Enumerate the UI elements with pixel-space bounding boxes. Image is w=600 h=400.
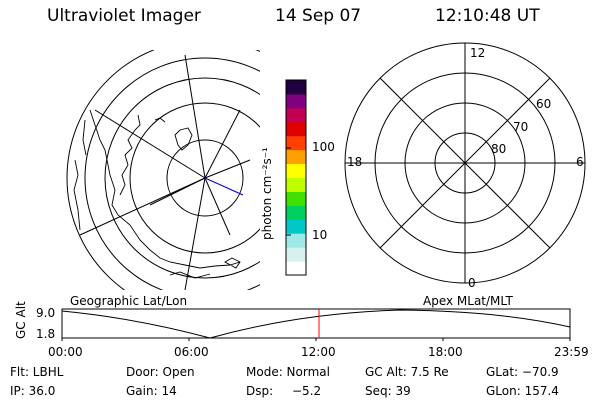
ip-status: IP: 36.0 xyxy=(10,384,56,398)
glon-status: GLon: 157.4 xyxy=(486,384,559,398)
meridian-line xyxy=(184,54,206,179)
gc-alt-status: GC Alt: 7.5 Re xyxy=(365,365,449,379)
colorbar-stop xyxy=(286,191,306,206)
app-title: Ultraviolet Imager xyxy=(47,6,201,26)
colorbar-stop xyxy=(286,93,306,109)
lat-circle xyxy=(166,139,244,217)
meridian-line xyxy=(149,177,206,206)
colorbar-stop xyxy=(286,205,306,220)
mlat-label-60: 60 xyxy=(536,97,552,111)
glat-status: GLat: −70.9 xyxy=(486,365,559,379)
altitude-plot-frame xyxy=(61,308,571,339)
time-label: 12:10:48 UT xyxy=(435,6,540,26)
dsp-label: Dsp: xyxy=(246,384,274,398)
meridian-line xyxy=(184,177,206,290)
colorbar-stop xyxy=(286,107,306,123)
altitude-curve xyxy=(61,309,571,339)
colorbar-stop xyxy=(286,149,306,165)
meridian-line xyxy=(204,109,241,179)
lat-circle xyxy=(104,77,260,279)
mlt-line xyxy=(379,77,551,249)
geographic-panel-label: Geographic Lat/Lon xyxy=(70,294,188,308)
colorbar-stop xyxy=(286,261,306,276)
altitude-ytick-top: 9.0 xyxy=(36,306,56,320)
colorbar-stop xyxy=(286,80,306,95)
mlt-label-18: 18 xyxy=(347,155,363,169)
lat-circle xyxy=(84,57,260,290)
meridian-line xyxy=(204,159,251,179)
mlt-label-0: 0 xyxy=(468,276,476,290)
mlt-label-12: 12 xyxy=(470,46,486,60)
apex-panel-label: Apex MLat/MLT xyxy=(423,294,513,308)
x-tick-label: 12:00 xyxy=(301,345,336,359)
meridian-line xyxy=(204,177,231,236)
coastline xyxy=(89,109,241,279)
seq-status: Seq: 39 xyxy=(365,384,411,398)
mode-status: Mode: Normal xyxy=(246,365,330,379)
x-tick-label: 23:59 xyxy=(554,345,589,359)
meridian-line xyxy=(94,109,206,179)
x-tick-label: 00:00 xyxy=(48,345,83,359)
colorbar-stop xyxy=(286,247,306,262)
filter-status: Flt: LBHL xyxy=(10,365,64,379)
sun-direction-line xyxy=(204,177,244,196)
gain-status: Gain: 14 xyxy=(126,384,177,398)
colorbar-stop xyxy=(286,219,306,234)
colorbar-stop xyxy=(286,121,306,137)
colorbar-stop xyxy=(286,233,306,248)
mlat-label-80: 80 xyxy=(491,142,507,156)
dsp-value: −5.2 xyxy=(292,384,322,398)
colorbar-stop xyxy=(286,135,306,151)
mlt-label-6: 6 xyxy=(576,155,584,169)
altitude-ylabel: GC Alt xyxy=(14,301,28,339)
door-status: Door: Open xyxy=(126,365,195,379)
altitude-ytick-bottom: 1.8 xyxy=(36,327,56,341)
lat-circle xyxy=(66,50,260,290)
colorbar-tick-10: 10 xyxy=(312,228,328,242)
x-tick-label: 06:00 xyxy=(174,345,209,359)
colorbar-stop xyxy=(286,163,306,178)
x-tick-label: 18:00 xyxy=(428,345,463,359)
lat-circle xyxy=(129,102,260,254)
colorbar-frame xyxy=(285,79,307,276)
colorbar-tick-100: 100 xyxy=(312,140,335,154)
date-label: 14 Sep 07 xyxy=(275,6,362,26)
meridian-line xyxy=(79,177,206,236)
coastline xyxy=(73,119,87,231)
mlat-label-70: 70 xyxy=(513,120,529,134)
colorbar-stop xyxy=(286,177,306,192)
